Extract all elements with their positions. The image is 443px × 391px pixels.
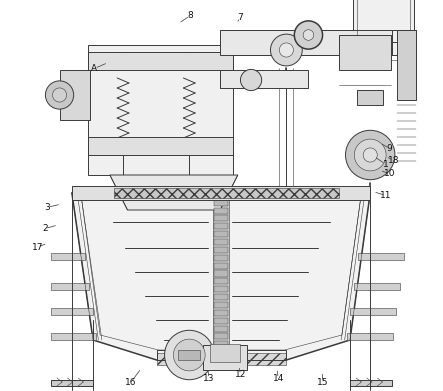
Bar bbox=[354, 283, 400, 290]
Bar bbox=[214, 208, 228, 213]
Text: 8: 8 bbox=[187, 11, 193, 20]
Bar bbox=[51, 253, 85, 260]
Bar bbox=[157, 353, 286, 365]
Text: 10: 10 bbox=[384, 169, 396, 179]
Bar bbox=[88, 45, 233, 175]
Circle shape bbox=[354, 139, 386, 171]
Text: A: A bbox=[91, 64, 97, 73]
Text: 14: 14 bbox=[272, 374, 284, 383]
Bar bbox=[210, 344, 240, 362]
Text: 13: 13 bbox=[203, 374, 215, 383]
Circle shape bbox=[294, 21, 323, 49]
Bar bbox=[214, 310, 228, 316]
Text: 18: 18 bbox=[388, 156, 399, 165]
Bar bbox=[214, 278, 228, 284]
Bar bbox=[214, 231, 228, 237]
Bar bbox=[214, 334, 228, 339]
Bar bbox=[51, 380, 93, 386]
Bar bbox=[396, 30, 416, 100]
Bar bbox=[214, 247, 228, 253]
Bar bbox=[358, 253, 404, 260]
Bar bbox=[357, 0, 410, 60]
Text: 1: 1 bbox=[383, 160, 389, 169]
Circle shape bbox=[280, 43, 293, 57]
Circle shape bbox=[173, 339, 205, 371]
Bar bbox=[202, 345, 247, 370]
Circle shape bbox=[164, 330, 214, 380]
Bar bbox=[214, 317, 228, 324]
Bar bbox=[214, 357, 228, 363]
Bar bbox=[214, 263, 228, 269]
Circle shape bbox=[363, 148, 377, 162]
Bar bbox=[214, 294, 228, 300]
Bar bbox=[214, 302, 228, 308]
Bar bbox=[59, 70, 90, 120]
Polygon shape bbox=[110, 175, 238, 210]
Text: 9: 9 bbox=[387, 144, 392, 153]
Bar bbox=[178, 350, 200, 360]
Text: 3: 3 bbox=[45, 203, 51, 212]
Bar bbox=[214, 192, 228, 198]
Bar bbox=[88, 137, 233, 155]
Bar bbox=[350, 380, 392, 386]
Bar bbox=[214, 200, 228, 206]
Text: 16: 16 bbox=[125, 378, 136, 387]
Bar bbox=[51, 283, 89, 290]
Bar bbox=[350, 308, 396, 315]
Circle shape bbox=[52, 88, 66, 102]
Bar bbox=[213, 190, 229, 363]
Bar bbox=[214, 341, 228, 347]
Bar bbox=[214, 326, 228, 332]
Bar bbox=[51, 333, 96, 340]
Bar bbox=[214, 239, 228, 245]
Bar bbox=[214, 215, 228, 221]
Bar bbox=[157, 350, 286, 360]
Polygon shape bbox=[72, 193, 370, 360]
Bar bbox=[220, 30, 392, 55]
Bar bbox=[214, 271, 228, 276]
Bar bbox=[339, 35, 391, 70]
Circle shape bbox=[241, 70, 262, 91]
Bar bbox=[214, 223, 228, 229]
Circle shape bbox=[346, 130, 395, 180]
Bar bbox=[353, 0, 414, 55]
Bar bbox=[72, 186, 370, 200]
Bar bbox=[214, 286, 228, 292]
Text: 15: 15 bbox=[318, 378, 329, 387]
Bar bbox=[357, 90, 384, 105]
Text: 7: 7 bbox=[237, 13, 243, 22]
Bar bbox=[51, 308, 93, 315]
Circle shape bbox=[46, 81, 74, 109]
Circle shape bbox=[271, 34, 302, 66]
Bar bbox=[214, 349, 228, 355]
Text: 2: 2 bbox=[42, 224, 47, 233]
Bar bbox=[347, 333, 393, 340]
Bar bbox=[88, 52, 233, 70]
Text: 12: 12 bbox=[235, 370, 246, 379]
Bar bbox=[114, 188, 339, 198]
Text: 11: 11 bbox=[380, 191, 392, 200]
Bar bbox=[214, 255, 228, 261]
Circle shape bbox=[303, 30, 314, 40]
Bar bbox=[220, 70, 308, 88]
Text: 17: 17 bbox=[32, 242, 43, 252]
